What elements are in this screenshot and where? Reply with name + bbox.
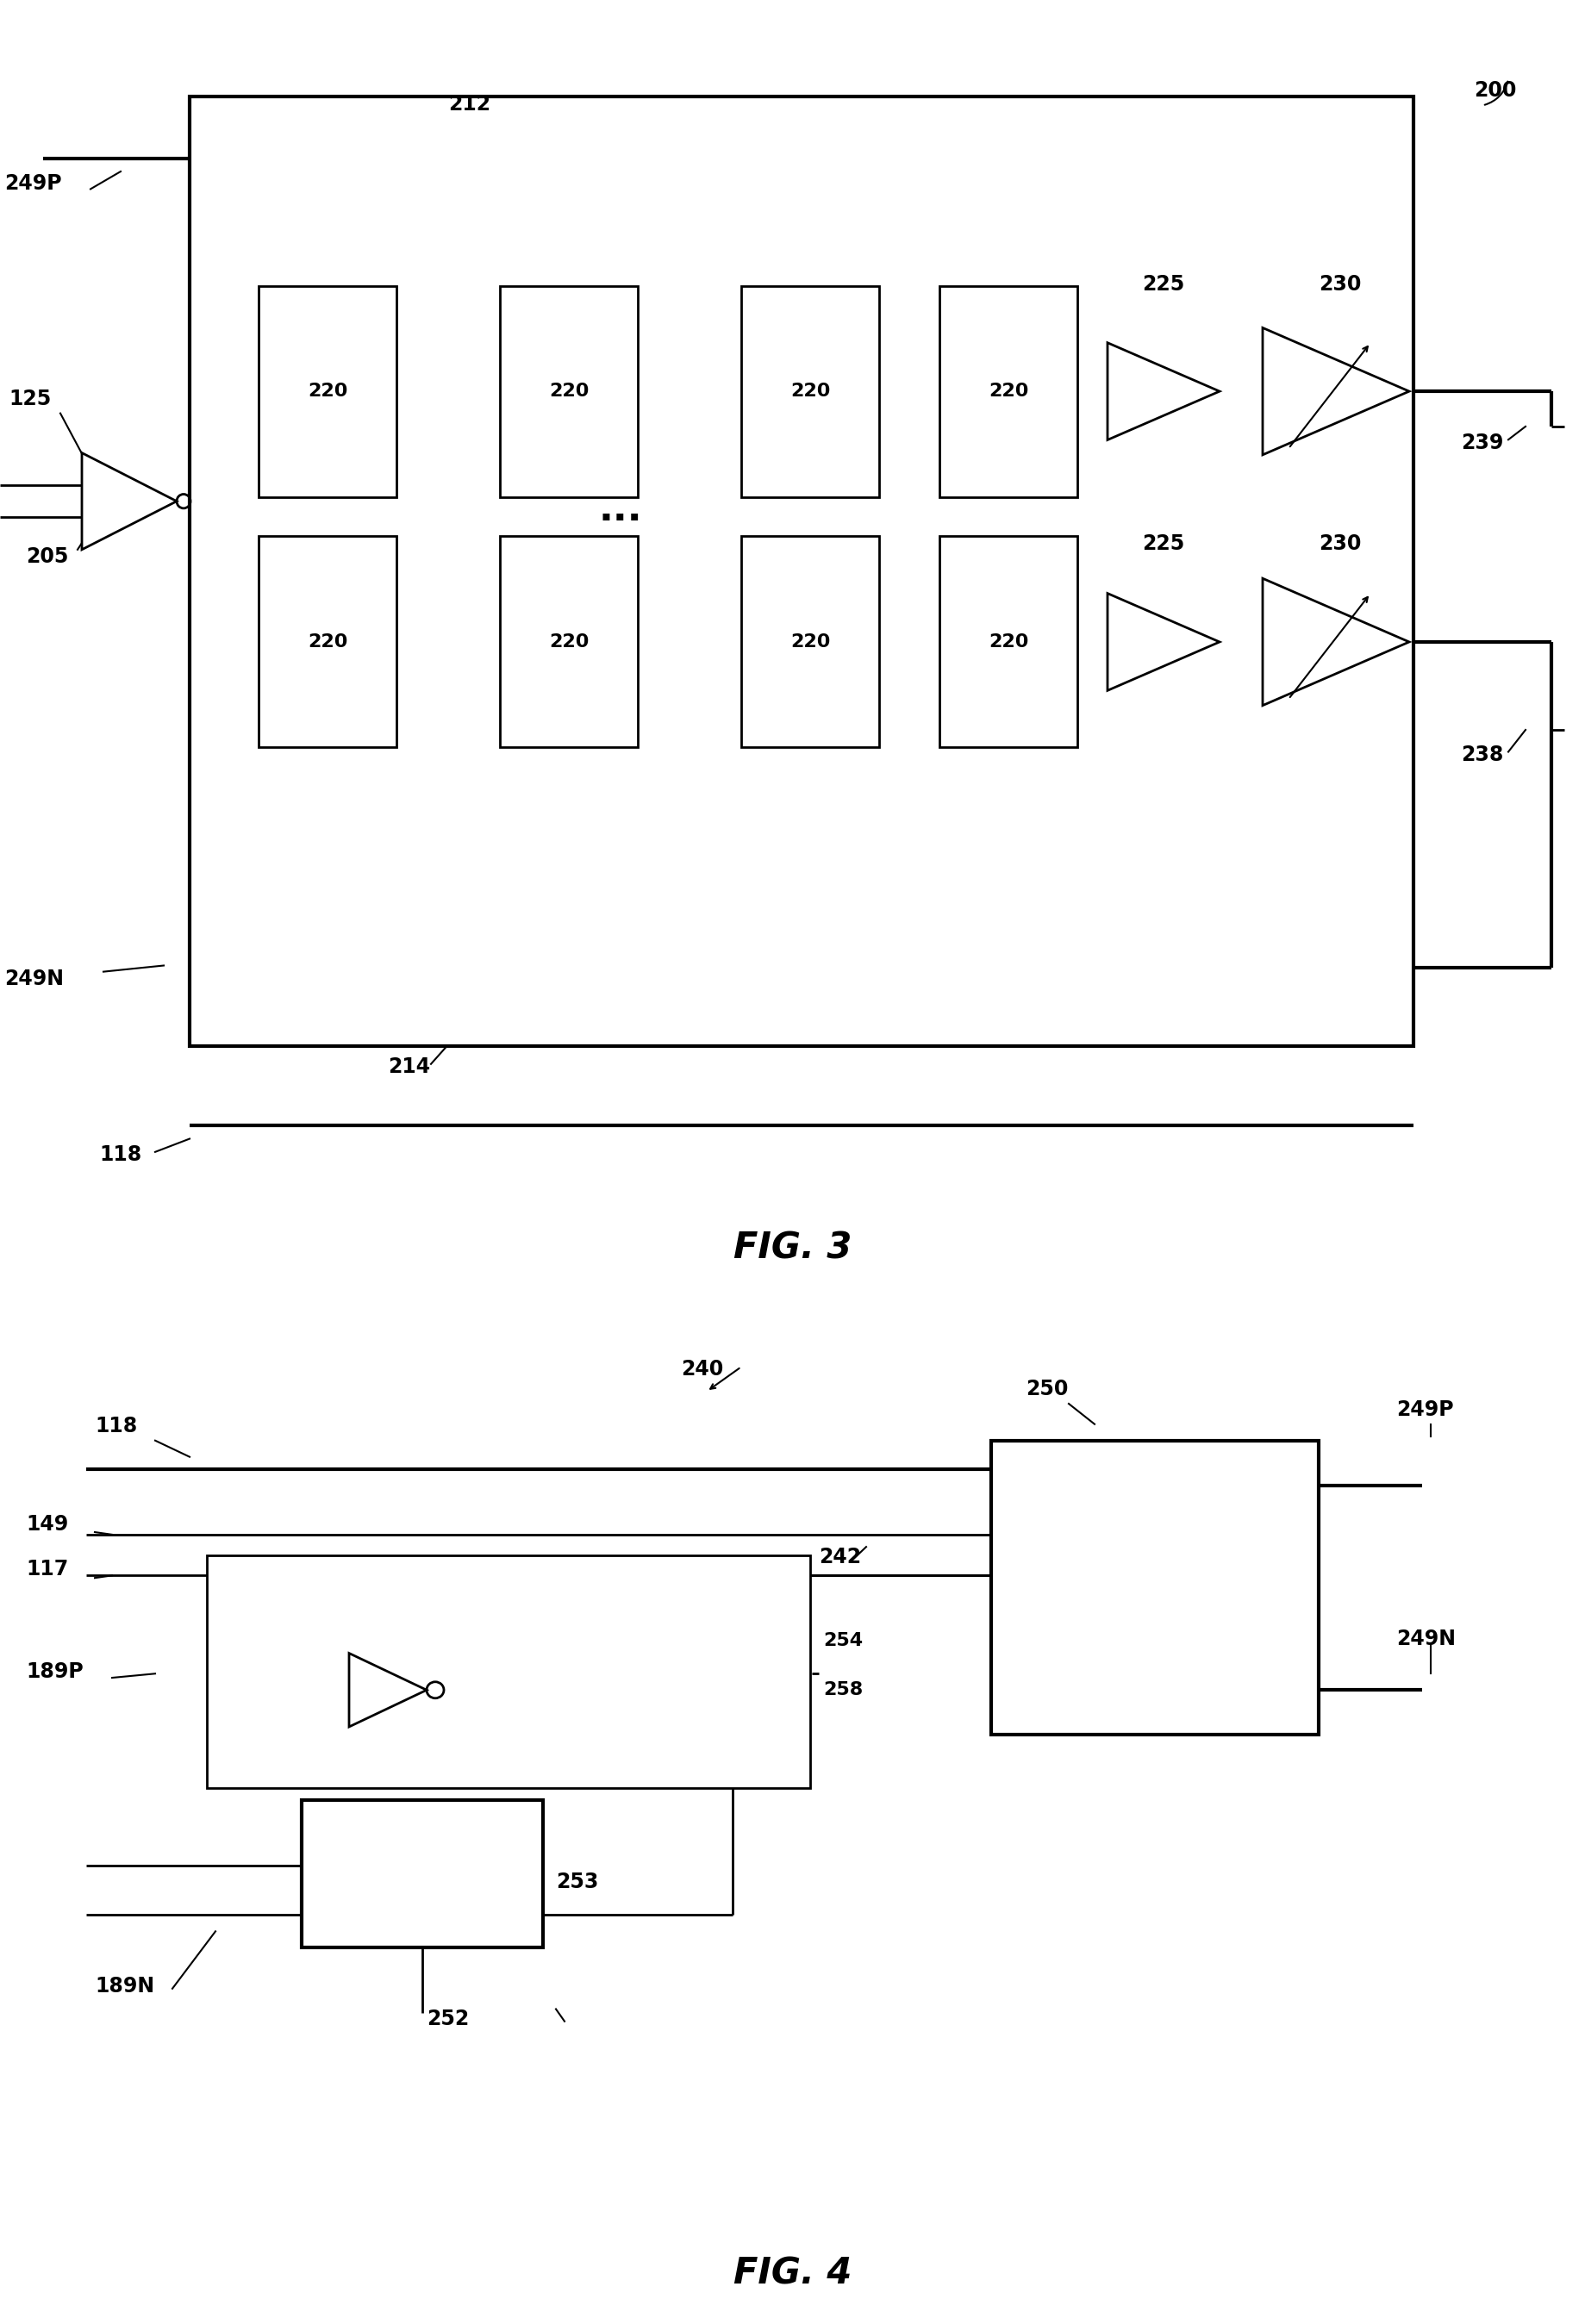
Polygon shape: [1263, 328, 1409, 456]
Polygon shape: [82, 453, 176, 548]
Text: 149: 149: [25, 1513, 68, 1534]
Text: 253: 253: [556, 1871, 599, 1892]
Text: 242: 242: [819, 1548, 861, 1566]
Bar: [991, 1441, 1319, 1736]
Text: 225: 225: [1143, 532, 1184, 553]
Bar: [258, 286, 396, 497]
Text: 125: 125: [8, 388, 51, 409]
Text: 239: 239: [1461, 432, 1504, 453]
Text: 249P: 249P: [1396, 1399, 1453, 1420]
Text: 220: 220: [791, 634, 831, 651]
Text: 220: 220: [989, 634, 1029, 651]
Text: 254: 254: [823, 1631, 862, 1650]
Text: 220: 220: [548, 383, 588, 400]
Text: 220: 220: [307, 383, 347, 400]
Text: 252: 252: [426, 2008, 469, 2029]
Text: 189P: 189P: [25, 1662, 84, 1683]
Text: FIG. 4: FIG. 4: [734, 2254, 851, 2291]
Bar: [190, 98, 1414, 1046]
Text: FIG. 3: FIG. 3: [734, 1229, 851, 1267]
Text: 117: 117: [25, 1559, 68, 1580]
Polygon shape: [1108, 342, 1219, 439]
Text: 200: 200: [1474, 81, 1517, 102]
Text: ...: ...: [599, 490, 642, 528]
Text: 205: 205: [25, 546, 68, 567]
Bar: [940, 286, 1078, 497]
Text: 230: 230: [1319, 532, 1362, 553]
Bar: [499, 537, 637, 748]
Text: 258: 258: [823, 1680, 862, 1699]
Text: 220: 220: [548, 634, 588, 651]
Text: 249N: 249N: [5, 969, 63, 990]
Bar: [301, 1801, 544, 1948]
Text: 230: 230: [1319, 274, 1362, 295]
Polygon shape: [349, 1652, 426, 1727]
Text: 249N: 249N: [1396, 1629, 1455, 1650]
Polygon shape: [1263, 579, 1409, 706]
Bar: [742, 286, 880, 497]
Text: 250: 250: [1025, 1378, 1068, 1399]
Bar: [742, 537, 880, 748]
Text: 240: 240: [682, 1360, 723, 1378]
Text: 212: 212: [449, 93, 490, 114]
Bar: [499, 286, 637, 497]
Text: 220: 220: [307, 634, 347, 651]
Polygon shape: [1108, 593, 1219, 690]
Text: 189N: 189N: [95, 1975, 154, 1996]
Bar: [940, 537, 1078, 748]
Text: 118: 118: [95, 1415, 138, 1436]
Text: 220: 220: [791, 383, 831, 400]
Text: 249P: 249P: [5, 172, 62, 193]
Text: 225: 225: [1143, 274, 1184, 295]
Text: 220: 220: [989, 383, 1029, 400]
Text: 238: 238: [1461, 744, 1504, 765]
Bar: [258, 537, 396, 748]
Text: 214: 214: [388, 1057, 430, 1078]
Text: 118: 118: [100, 1143, 141, 1164]
Bar: [208, 1555, 810, 1787]
